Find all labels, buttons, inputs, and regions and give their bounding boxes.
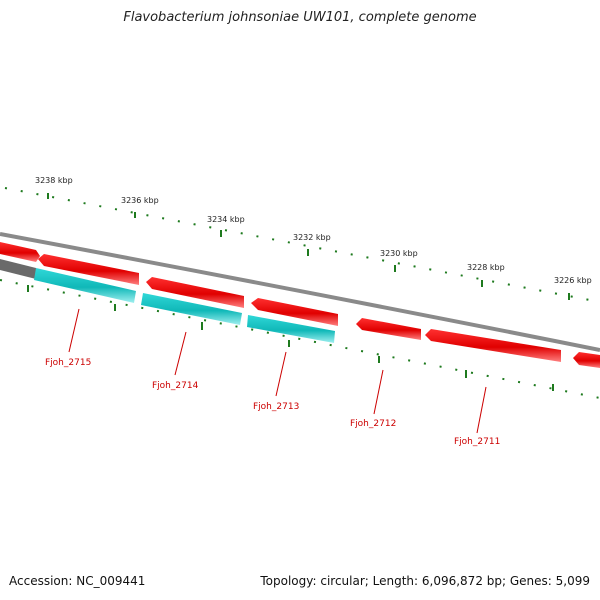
cds-features — [34, 268, 335, 343]
tick-label-3230: 3230 kbp — [380, 249, 418, 258]
gene-arrow-3[interactable] — [146, 277, 244, 308]
tick-label-3236: 3236 kbp — [121, 196, 159, 205]
tick-label-3228: 3228 kbp — [467, 263, 505, 272]
gene-label-fjoh-2715[interactable]: Fjoh_2715 — [45, 358, 91, 368]
inner-tick-row — [0, 279, 600, 399]
gene-label-fjoh-2712[interactable]: Fjoh_2712 — [350, 419, 396, 429]
cds-feature-2715[interactable] — [34, 268, 136, 303]
gene-arrow-5[interactable] — [356, 318, 421, 340]
tick-label-3226: 3226 kbp — [554, 276, 592, 285]
cds-feature-2713[interactable] — [247, 315, 335, 343]
gene-arrow-7[interactable] — [573, 352, 600, 368]
genome-backbone — [0, 232, 600, 352]
label-leaders — [68, 308, 487, 434]
gene-segment-dark[interactable] — [0, 259, 36, 279]
tick-label-3234: 3234 kbp — [207, 215, 245, 224]
tick-label-3232: 3232 kbp — [293, 233, 331, 242]
gene-arrow-6[interactable] — [425, 329, 561, 362]
topology-text: Topology: circular; Length: 6,096,872 bp… — [260, 574, 590, 588]
gene-label-fjoh-2711[interactable]: Fjoh_2711 — [454, 437, 500, 447]
gene-arrow-1[interactable] — [0, 242, 40, 262]
gene-arrow-4[interactable] — [251, 298, 338, 326]
cds-feature-2714[interactable] — [141, 293, 242, 325]
tick-label-3238: 3238 kbp — [35, 176, 73, 185]
forward-genes — [0, 242, 600, 368]
gene-arrow-2[interactable] — [38, 254, 139, 285]
major-ticks — [47, 193, 570, 300]
gene-label-fjoh-2714[interactable]: Fjoh_2714 — [152, 381, 199, 391]
gene-label-fjoh-2713[interactable]: Fjoh_2713 — [253, 402, 299, 412]
accession-text: Accession: NC_009441 — [9, 574, 146, 588]
map-title: Flavobacterium johnsoniae UW101, complet… — [123, 10, 477, 25]
